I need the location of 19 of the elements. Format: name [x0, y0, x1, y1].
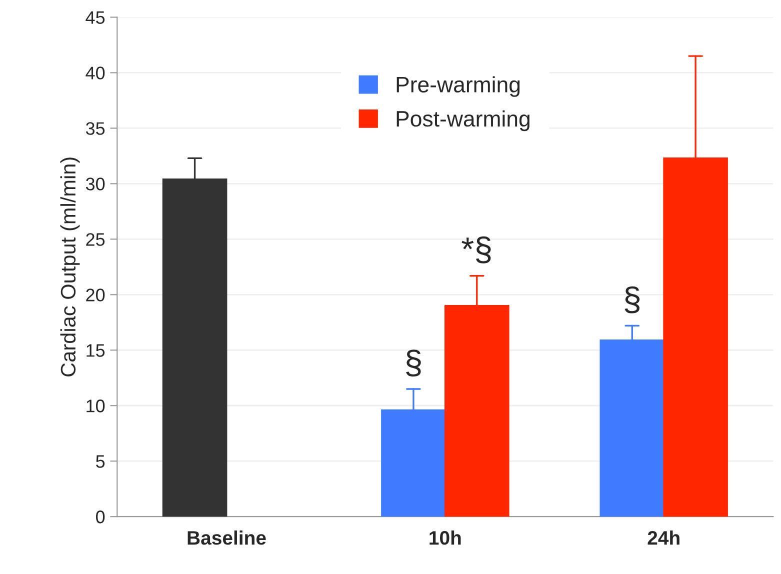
y-axis-title: Cardiac Output (ml/min)	[60, 158, 80, 376]
x-tick-label: Baseline	[188, 530, 266, 545]
legend-label: Post-warming	[396, 110, 530, 132]
annotation: §	[406, 350, 421, 377]
y-tick-label: 5	[96, 455, 105, 468]
y-tick-label: 45	[86, 11, 105, 24]
y-tick-label: 35	[86, 122, 105, 135]
y-tick-label: 25	[86, 233, 105, 246]
y-tick-label: 30	[86, 178, 105, 190]
x-tick-label: 10h	[430, 530, 461, 545]
y-tick-label: 20	[86, 288, 105, 302]
annotation: §	[624, 286, 640, 314]
legend-label: Pre-warming	[396, 76, 520, 97]
x-tick-label: 24h	[648, 530, 680, 545]
y-tick-label: 0	[96, 510, 105, 524]
y-tick-label: 40	[86, 66, 105, 80]
y-tick-label: 15	[86, 344, 105, 357]
y-tick-label: 10	[86, 400, 105, 412]
annotation: *§	[462, 236, 491, 264]
